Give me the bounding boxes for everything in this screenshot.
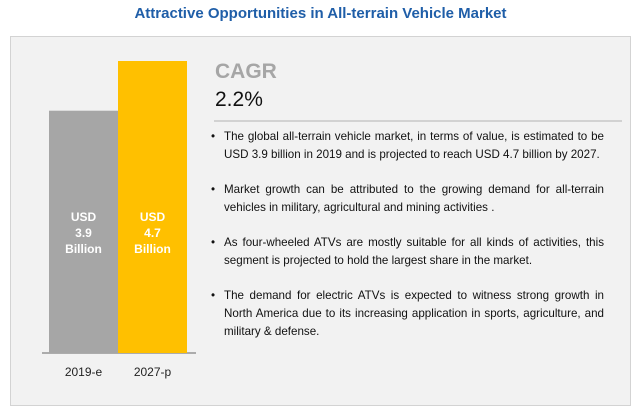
chart-title: Attractive Opportunities in All-terrain … <box>134 5 507 22</box>
bar-data-label: 3.9 <box>75 226 92 240</box>
bar-data-label: Billion <box>65 242 102 256</box>
bullet-text: As four-wheeled ATVs are mostly suitable… <box>224 236 604 267</box>
bullet-icon: • <box>211 183 216 196</box>
cagr-value: 2.2% <box>215 88 263 111</box>
list-item: • The global all-terrain vehicle market, … <box>210 128 604 164</box>
list-item: • As four-wheeled ATVs are mostly suitabl… <box>210 234 604 270</box>
bar-data-label: USD <box>71 210 97 224</box>
cagr-divider <box>214 120 622 122</box>
list-item: • The demand for electric ATVs is expecte… <box>210 287 604 341</box>
bar-data-label: USD <box>140 210 166 224</box>
bullet-text: The global all-terrain vehicle market, i… <box>224 130 604 161</box>
bar-data-label: 4.7 <box>144 226 161 240</box>
bar-2027-p <box>118 61 187 353</box>
cagr-label: CAGR <box>215 60 277 83</box>
x-tick-label: 2027-p <box>134 365 172 379</box>
bullet-text: The demand for electric ATVs is expected… <box>224 289 604 338</box>
x-tick-label: 2019-e <box>65 365 103 379</box>
key-insights-list: • The global all-terrain vehicle market, … <box>210 128 604 358</box>
bullet-text: Market growth can be attributed to the g… <box>224 183 604 214</box>
bullet-icon: • <box>211 130 216 143</box>
bar-data-label: Billion <box>134 242 171 256</box>
list-item: • Market growth can be attributed to the … <box>210 181 604 217</box>
bullet-icon: • <box>211 236 216 249</box>
bullet-icon: • <box>211 289 216 302</box>
bar-2019-e <box>49 110 118 354</box>
